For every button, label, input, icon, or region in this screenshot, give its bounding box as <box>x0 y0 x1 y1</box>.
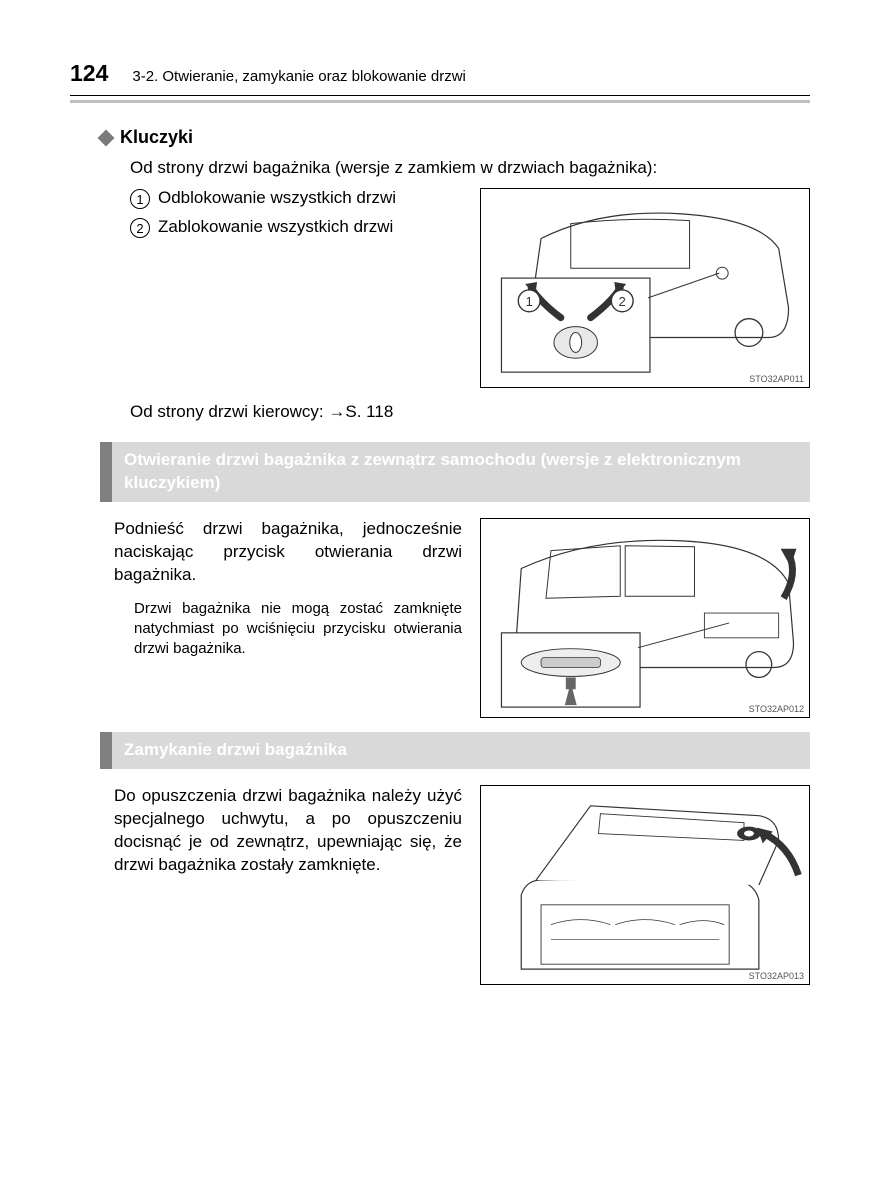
section-title-close: Zamykanie drzwi bagażnika <box>112 732 810 769</box>
page-number: 124 <box>70 60 108 87</box>
page-header: 124 3-2. Otwieranie, zamykanie oraz blok… <box>70 60 810 96</box>
list-item-text: Zablokowanie wszystkich drzwi <box>158 217 393 237</box>
section-bar-open: Otwieranie drzwi bagażnika z zewnątrz sa… <box>100 442 810 502</box>
open-row: Podnieść drzwi bagażnika, jednocześnie n… <box>114 518 810 718</box>
keys-intro: Od strony drzwi bagażnika (wersje z zamk… <box>130 158 810 178</box>
open-paragraph: Podnieść drzwi bagażnika, jednocześnie n… <box>114 518 462 587</box>
close-paragraph: Do opuszczenia drzwi bagażnika należy uż… <box>114 785 462 877</box>
illustration-open: STO32AP012 <box>480 518 810 718</box>
driver-side-ref: Od strony drzwi kierowcy: →S. 118 <box>130 402 810 422</box>
open-text-column: Podnieść drzwi bagażnika, jednocześnie n… <box>114 518 462 660</box>
circled-number-icon: 1 <box>130 189 150 209</box>
bar-accent <box>100 732 112 769</box>
subsection-keys: Kluczyki <box>100 127 810 148</box>
open-note: Drzwi bagażnika nie mogą zostać zamknięt… <box>134 599 462 660</box>
header-rule <box>70 100 810 103</box>
list-item: 2 Zablokowanie wszystkich drzwi <box>130 217 462 238</box>
chapter-title: 3-2. Otwieranie, zamykanie oraz blokowan… <box>132 68 465 85</box>
keys-row: 1 Odblokowanie wszystkich drzwi 2 Zablok… <box>130 188 810 388</box>
svg-text:1: 1 <box>526 294 533 309</box>
close-text-column: Do opuszczenia drzwi bagażnika należy uż… <box>114 785 462 877</box>
diamond-bullet-icon <box>98 129 115 146</box>
list-item-text: Odblokowanie wszystkich drzwi <box>158 188 396 208</box>
keys-text-column: 1 Odblokowanie wszystkich drzwi 2 Zablok… <box>130 188 462 246</box>
image-id: STO32AP011 <box>749 374 804 384</box>
car-rear-key-diagram-icon: 1 2 <box>481 189 809 387</box>
car-rear-button-diagram-icon <box>481 519 809 717</box>
section-bar-close: Zamykanie drzwi bagażnika <box>100 732 810 769</box>
illustration-keys: 1 2 STO32AP011 <box>480 188 810 388</box>
svg-text:2: 2 <box>619 294 626 309</box>
car-trunk-open-diagram-icon <box>481 786 809 984</box>
image-id: STO32AP013 <box>749 971 804 981</box>
section-title-open: Otwieranie drzwi bagażnika z zewnątrz sa… <box>112 442 810 502</box>
bar-accent <box>100 442 112 502</box>
illustration-close: STO32AP013 <box>480 785 810 985</box>
list-item: 1 Odblokowanie wszystkich drzwi <box>130 188 462 209</box>
circled-number-icon: 2 <box>130 218 150 238</box>
image-id: STO32AP012 <box>749 704 804 714</box>
close-row: Do opuszczenia drzwi bagażnika należy uż… <box>114 785 810 985</box>
subsection-title: Kluczyki <box>120 127 193 148</box>
